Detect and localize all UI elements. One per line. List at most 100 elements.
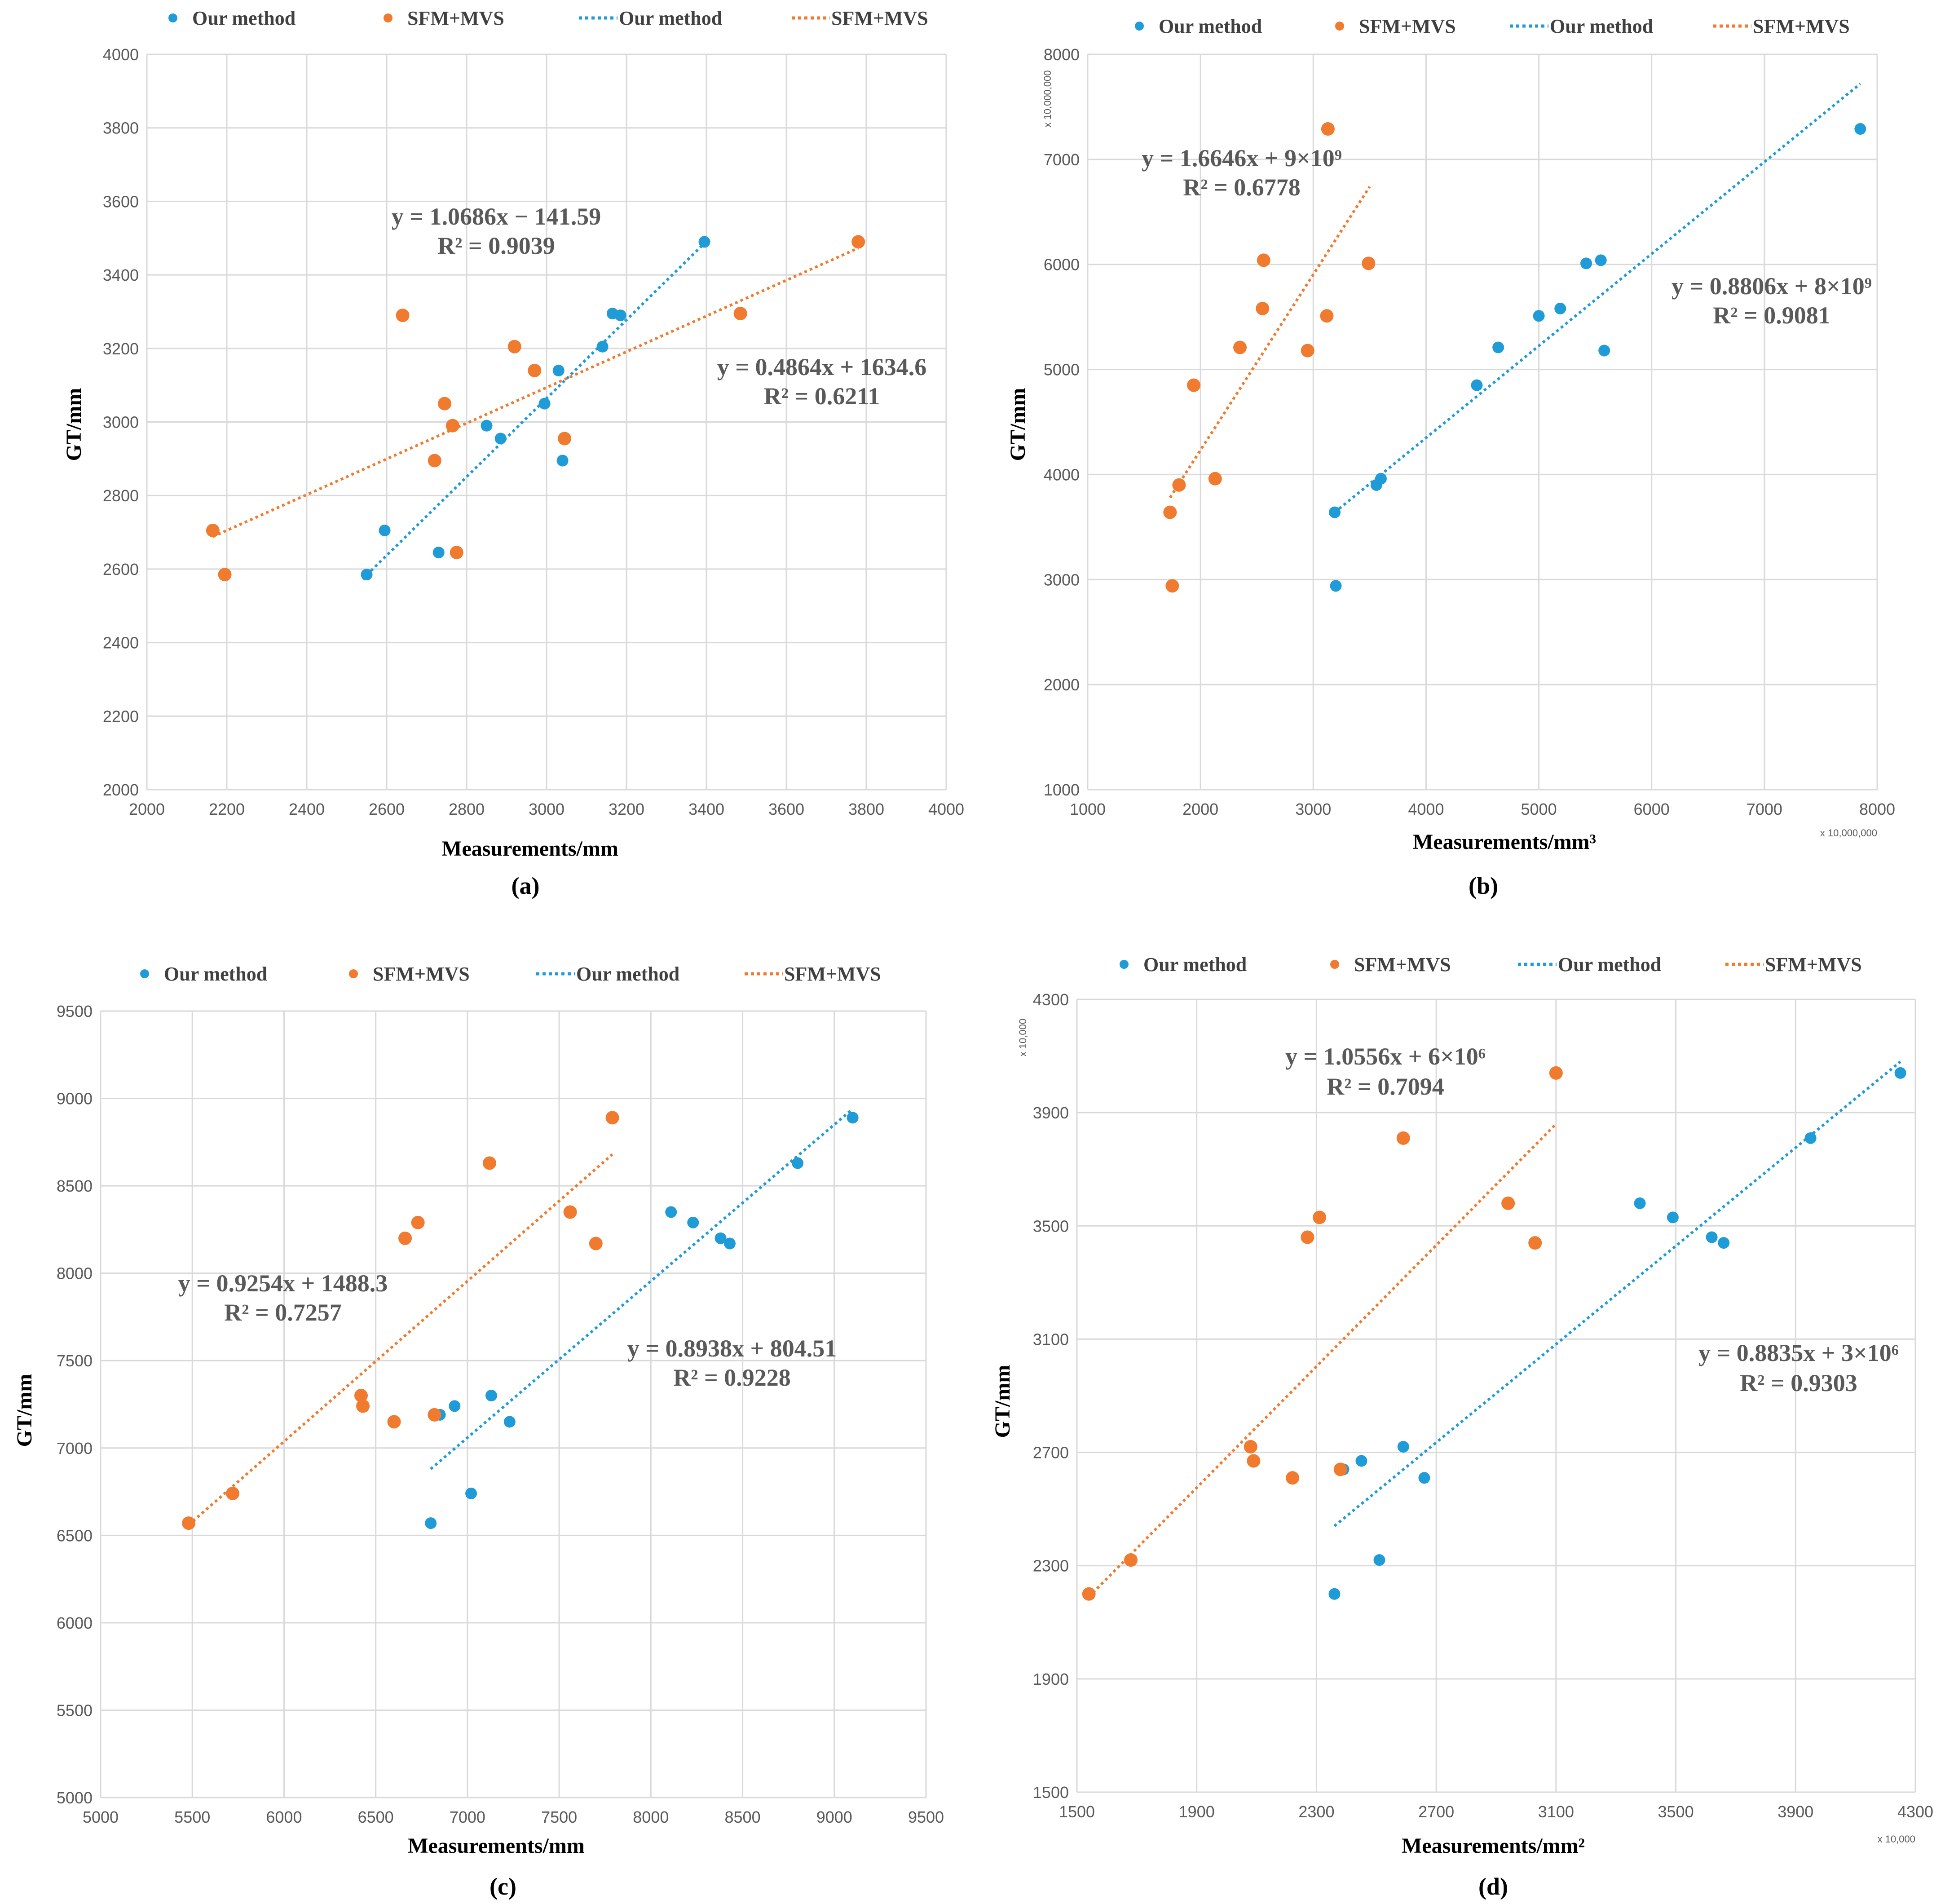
legend-label-trend-sfm-a: SFM+MVS xyxy=(831,7,928,29)
legend-label-sfm-b: SFM+MVS xyxy=(1359,15,1456,37)
point-sfm-mvs xyxy=(428,1408,441,1422)
x-tick-label: 4300 xyxy=(1897,1802,1933,1821)
x-tick-label: 8000 xyxy=(633,1808,669,1826)
x-tick-label: 5000 xyxy=(83,1808,119,1826)
equation-our-c-line1: y = 0.8938x + 804.51 xyxy=(627,1335,837,1362)
point-sfm-mvs xyxy=(1501,1196,1515,1210)
point-sfm-mvs xyxy=(1208,472,1222,486)
x-tick-label: 3400 xyxy=(688,800,724,818)
legend-label-trend-sfm-d: SFM+MVS xyxy=(1765,954,1862,976)
y-tick-label: 3200 xyxy=(103,340,139,358)
point-our-method xyxy=(556,455,569,467)
y-tick-label: 5500 xyxy=(57,1701,93,1719)
grid-a xyxy=(146,53,947,791)
y-axis-label-b: GT/mm xyxy=(1006,388,1030,461)
point-our-method xyxy=(1804,1132,1817,1144)
legend-marker-our-b xyxy=(1135,22,1144,31)
legend-label-trend-our-a: Our method xyxy=(619,7,722,29)
legend-label-trend-our-c: Our method xyxy=(576,963,679,985)
x-tick-label: 2800 xyxy=(449,800,485,818)
point-sfm-mvs xyxy=(1172,478,1186,492)
legend-marker-sfm-c xyxy=(349,969,358,978)
y-tick-label: 9500 xyxy=(57,1002,93,1020)
y-tick-label: 3000 xyxy=(1044,570,1080,589)
legend-marker-our-d xyxy=(1120,960,1129,969)
x-tick-label: 7000 xyxy=(450,1808,485,1826)
equation-sfm-a-line1: y = 0.4864x + 1634.6 xyxy=(717,353,927,380)
point-sfm-mvs xyxy=(589,1237,603,1250)
y-tick-label: 1900 xyxy=(1033,1670,1069,1688)
x-axis-label-c: Measurements/mm xyxy=(408,1834,585,1858)
legend-marker-sfm-d xyxy=(1330,960,1339,969)
point-sfm-mvs xyxy=(558,432,572,446)
point-sfm-mvs xyxy=(1396,1131,1410,1145)
point-sfm-mvs xyxy=(356,1399,370,1413)
trendlines-a xyxy=(212,242,859,580)
point-sfm-mvs xyxy=(1321,122,1335,136)
x-tick-label: 5000 xyxy=(1521,800,1557,818)
legend-label-sfm-d: SFM+MVS xyxy=(1354,954,1451,976)
point-our-method xyxy=(1492,341,1504,353)
equation-sfm-d-line2: R² = 0.7094 xyxy=(1327,1073,1444,1100)
point-our-method xyxy=(1706,1231,1718,1243)
point-our-method xyxy=(1375,473,1387,485)
legend-label-our-a: Our method xyxy=(192,7,295,29)
point-sfm-mvs xyxy=(851,235,865,249)
point-sfm-mvs xyxy=(1256,301,1270,315)
point-sfm-mvs xyxy=(1247,1454,1261,1468)
panel-d: Our method SFM+MVS Our method SFM+MVS 15… xyxy=(991,954,1933,1900)
x-tick-label: 3500 xyxy=(1658,1802,1694,1821)
y-tick-label: 2000 xyxy=(1044,676,1080,694)
y-tick-label: 5000 xyxy=(57,1789,93,1807)
point-our-method xyxy=(1667,1211,1679,1224)
point-our-method xyxy=(723,1237,736,1250)
legend-marker-sfm-a xyxy=(384,13,393,22)
y-tick-label: 3600 xyxy=(103,192,139,211)
point-our-method xyxy=(1718,1237,1730,1249)
y-axis-label-a: GT/mm xyxy=(62,388,86,461)
point-sfm-mvs xyxy=(1362,256,1376,270)
point-sfm-mvs xyxy=(1549,1066,1563,1080)
x-tick-label: 3800 xyxy=(848,800,884,818)
x-ticks-d: 1500 1900 2300 2700 3100 3500 3900 4300 xyxy=(1059,1802,1933,1821)
point-sfm-mvs xyxy=(482,1156,496,1170)
point-sfm-mvs xyxy=(1082,1587,1096,1601)
x-tick-label: 9000 xyxy=(816,1808,852,1826)
equation-sfm-d-line1: y = 1.0556x + 6×10⁶ xyxy=(1285,1043,1486,1070)
y-tick-label: 5000 xyxy=(1044,361,1080,379)
trendline-our-method xyxy=(430,1108,854,1470)
point-sfm-mvs xyxy=(182,1516,196,1530)
x-scale-note-b: x 10,000,000 xyxy=(1820,827,1877,839)
trendlines-c xyxy=(188,1108,854,1526)
legend-a: Our method SFM+MVS Our method SFM+MVS xyxy=(168,7,928,29)
point-sfm-mvs xyxy=(438,397,452,411)
y-tick-label: 7500 xyxy=(57,1352,93,1370)
y-tick-label: 4000 xyxy=(1044,465,1080,484)
x-tick-label: 2300 xyxy=(1298,1802,1334,1821)
x-tick-label: 8000 xyxy=(1859,800,1895,818)
point-our-method xyxy=(1355,1455,1367,1467)
legend-label-sfm-a: SFM+MVS xyxy=(407,7,504,29)
point-sfm-mvs xyxy=(445,419,459,433)
point-sfm-mvs xyxy=(528,363,542,377)
point-our-method xyxy=(552,364,565,376)
y-tick-label: 2000 xyxy=(103,781,139,799)
point-sfm-mvs xyxy=(387,1415,401,1429)
trendline-our-method xyxy=(1333,1060,1901,1527)
point-sfm-mvs xyxy=(1244,1440,1257,1453)
point-our-method xyxy=(1329,506,1341,518)
point-sfm-mvs xyxy=(1301,1230,1314,1244)
x-tick-label: 7500 xyxy=(541,1808,577,1826)
y-scale-note-d: x 10,000 xyxy=(1017,1019,1028,1056)
y-ticks-c: 5000 5500 6000 6500 7000 7500 8000 8500 9000 9500 xyxy=(57,1002,93,1807)
points-a xyxy=(206,235,865,582)
y-tick-label: 4000 xyxy=(103,45,139,64)
y-tick-label: 3800 xyxy=(103,119,139,137)
x-tick-label: 3000 xyxy=(1295,800,1331,818)
point-our-method xyxy=(698,236,710,248)
y-tick-label: 8500 xyxy=(57,1177,93,1195)
x-tick-label: 2700 xyxy=(1418,1802,1454,1821)
legend-label-trend-our-d: Our method xyxy=(1558,954,1661,976)
y-tick-label: 2700 xyxy=(1033,1444,1069,1462)
